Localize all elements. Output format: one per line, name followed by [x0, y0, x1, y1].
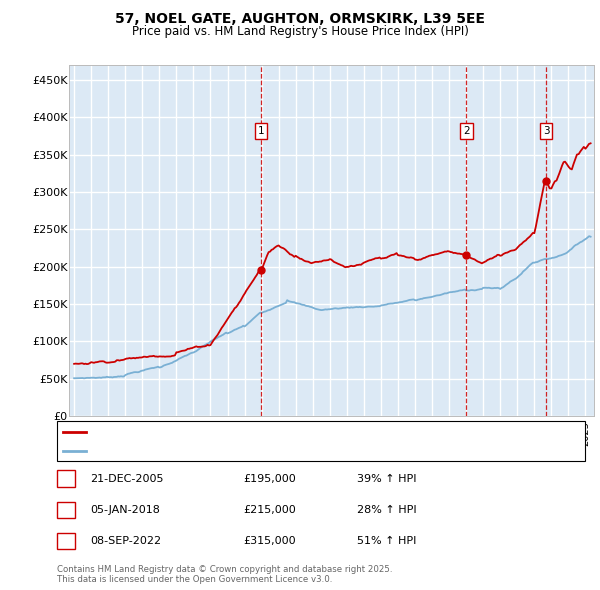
Text: Price paid vs. HM Land Registry's House Price Index (HPI): Price paid vs. HM Land Registry's House … — [131, 25, 469, 38]
Text: 2: 2 — [62, 505, 70, 515]
Text: 1: 1 — [258, 126, 265, 136]
Text: £215,000: £215,000 — [243, 505, 296, 515]
Text: £315,000: £315,000 — [243, 536, 296, 546]
Text: 3: 3 — [62, 536, 70, 546]
Text: HPI: Average price, semi-detached house, West Lancashire: HPI: Average price, semi-detached house,… — [89, 445, 396, 455]
Text: 2: 2 — [463, 126, 470, 136]
Text: 05-JAN-2018: 05-JAN-2018 — [90, 505, 160, 515]
Text: 28% ↑ HPI: 28% ↑ HPI — [357, 505, 416, 515]
Text: 57, NOEL GATE, AUGHTON, ORMSKIRK, L39 5EE: 57, NOEL GATE, AUGHTON, ORMSKIRK, L39 5E… — [115, 12, 485, 26]
Text: 3: 3 — [543, 126, 550, 136]
Text: 1: 1 — [62, 474, 70, 484]
Text: 39% ↑ HPI: 39% ↑ HPI — [357, 474, 416, 484]
Text: £195,000: £195,000 — [243, 474, 296, 484]
Text: 57, NOEL GATE, AUGHTON, ORMSKIRK, L39 5EE (semi-detached house): 57, NOEL GATE, AUGHTON, ORMSKIRK, L39 5E… — [89, 427, 460, 437]
Text: 08-SEP-2022: 08-SEP-2022 — [90, 536, 161, 546]
Text: 21-DEC-2005: 21-DEC-2005 — [90, 474, 163, 484]
Text: Contains HM Land Registry data © Crown copyright and database right 2025.
This d: Contains HM Land Registry data © Crown c… — [57, 565, 392, 584]
Text: 51% ↑ HPI: 51% ↑ HPI — [357, 536, 416, 546]
